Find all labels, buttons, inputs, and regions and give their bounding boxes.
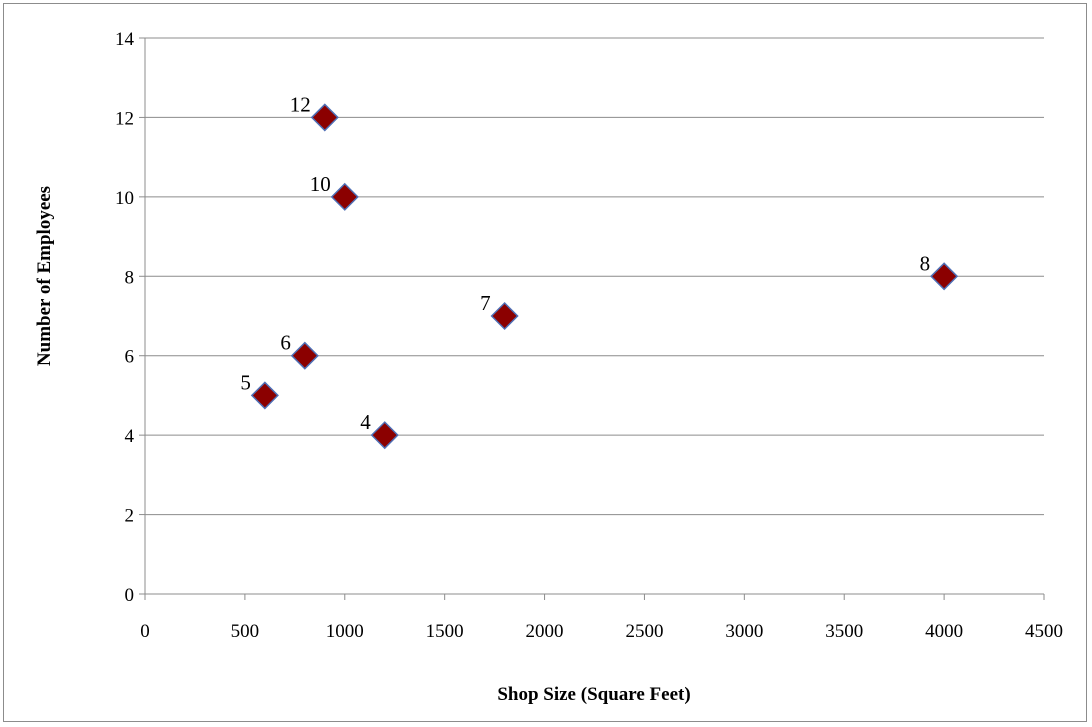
- x-tick-label: 4000: [925, 621, 963, 642]
- data-label: 6: [280, 331, 291, 355]
- x-tick-label: 2500: [625, 621, 663, 642]
- data-point: [330, 182, 359, 211]
- y-tick-label: 0: [125, 585, 135, 606]
- x-tick-labels: 0 500 1000 1500 2000 2500 3000 3500 4000 4500: [140, 621, 1063, 642]
- y-tick-label: 10: [115, 188, 134, 209]
- y-tick-label: 6: [125, 347, 135, 368]
- x-tick-label: 1000: [326, 621, 364, 642]
- data-point: [250, 381, 279, 410]
- y-tick-label: 2: [125, 506, 135, 527]
- data-label: 12: [290, 92, 311, 116]
- data-label: 4: [360, 410, 371, 434]
- data-point: [310, 103, 339, 132]
- x-tick-label: 3500: [825, 621, 863, 642]
- data-point: [370, 421, 399, 450]
- data-labels: 5 6 12 10 4 7 8: [240, 92, 930, 434]
- data-label: 10: [310, 172, 331, 196]
- gridlines: [145, 37, 1044, 516]
- y-tick-label: 4: [125, 426, 135, 447]
- x-tick-label: 0: [140, 621, 150, 642]
- y-tick-label: 14: [115, 29, 135, 50]
- data-point: [930, 262, 959, 291]
- axes: [139, 37, 1045, 600]
- chart-frame: [3, 3, 1087, 722]
- y-tick-labels: 0 2 4 6 8 10 12 14: [115, 29, 135, 606]
- data-point: [290, 341, 319, 370]
- x-tick-label: 3000: [725, 621, 763, 642]
- x-tick-label: 500: [231, 621, 260, 642]
- y-axis-title: Number of Employees: [34, 186, 55, 366]
- data-label: 8: [920, 251, 931, 275]
- data-point: [490, 301, 519, 331]
- x-axis-title: Shop Size (Square Feet): [497, 684, 690, 705]
- x-tick-label: 2000: [526, 621, 564, 642]
- data-label: 5: [240, 370, 251, 394]
- x-tick-label: 4500: [1025, 621, 1063, 642]
- x-tick-label: 1500: [426, 621, 464, 642]
- data-label: 7: [480, 291, 491, 315]
- y-tick-label: 12: [115, 108, 134, 129]
- data-points: [250, 103, 959, 450]
- y-tick-label: 8: [125, 267, 135, 288]
